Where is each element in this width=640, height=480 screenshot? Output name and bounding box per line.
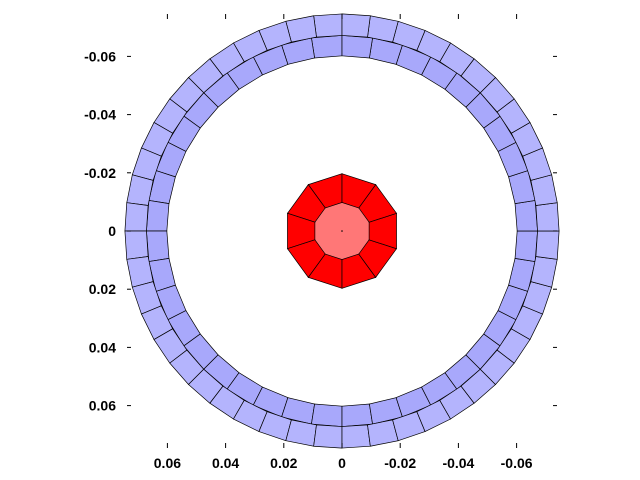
y-axis: -0.06 -0.04 -0.02 0 0.02 0.04 0.06 [84, 48, 557, 414]
ring-3-segment [367, 15, 399, 43]
y-tick-label: 0.04 [89, 339, 116, 355]
x-tick-label: -0.02 [384, 455, 416, 471]
y-tick-label: -0.06 [84, 48, 116, 64]
rings-layer [124, 13, 560, 449]
y-tick-label: 0.06 [89, 398, 116, 414]
ring-3-segment [341, 424, 371, 449]
x-tick-label: 0.04 [212, 455, 239, 471]
y-tick-label: 0.02 [89, 281, 116, 297]
x-tick-label: -0.04 [442, 455, 474, 471]
ring-2-segment [514, 230, 538, 262]
ring-3-segment [341, 13, 371, 38]
ring-2-segment [311, 35, 343, 59]
x-tick-label: 0.02 [270, 455, 297, 471]
ring-3-segment [535, 202, 560, 232]
ring-2-segment [146, 230, 170, 262]
ring-3-segment [313, 13, 343, 38]
y-tick-label: 0 [108, 223, 116, 239]
ring-3-segment [124, 202, 149, 232]
x-tick-label: -0.06 [501, 455, 533, 471]
ring-2-segment [311, 403, 343, 427]
x-tick-label: 0.06 [154, 455, 181, 471]
ring-3-segment [124, 230, 149, 260]
ring-1-segment [341, 173, 377, 209]
y-tick-label: -0.02 [84, 165, 116, 181]
ring-3-segment [530, 256, 558, 288]
x-axis: 0.06 0.04 0.02 0 -0.02 -0.04 -0.06 [154, 14, 533, 471]
ring-3-segment [313, 424, 343, 449]
origin-dot [341, 230, 343, 232]
center-marker [341, 230, 343, 232]
ring-2-segment [146, 200, 170, 232]
ring-3-segment [535, 230, 560, 260]
y-tick-label: -0.04 [84, 107, 116, 123]
ring-3-segment [285, 419, 317, 447]
x-tick-label: 0 [338, 455, 346, 471]
ring-3-segment [126, 174, 154, 206]
ring-2-segment [341, 403, 373, 427]
ring-2-segment [341, 35, 373, 59]
ring-2-segment [514, 200, 538, 232]
